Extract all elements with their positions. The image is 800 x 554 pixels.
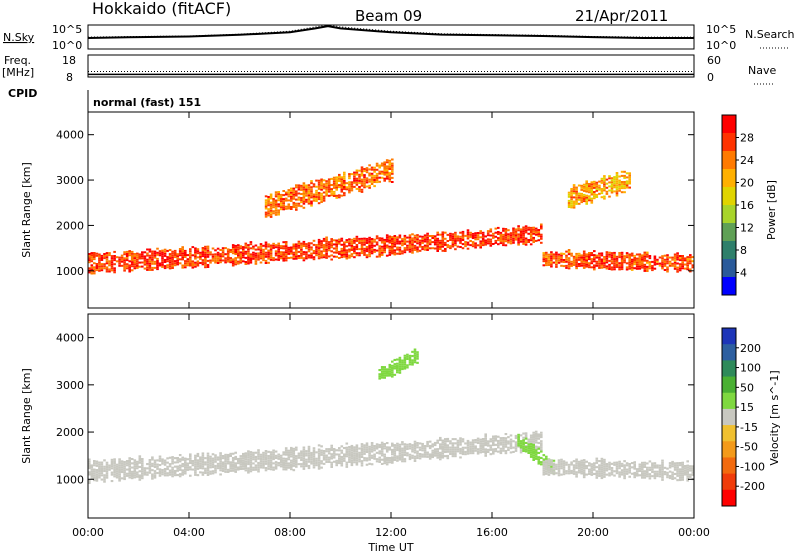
x-tick-label: 04:00 xyxy=(173,526,205,539)
colorbar-swatch xyxy=(722,223,736,242)
cpid-text: normal (fast) 151 xyxy=(93,96,201,109)
velocity-panel-bg xyxy=(88,314,694,518)
cpid-label: CPID xyxy=(8,87,37,100)
colorbar-tick-label: 8 xyxy=(740,244,747,257)
colorbar-tick-label: -100 xyxy=(740,460,765,473)
colorbar-swatch xyxy=(722,328,736,345)
heat-band-4 xyxy=(567,170,631,209)
y-tick-label: 3000 xyxy=(56,174,84,187)
colorbar-tick-label: 4 xyxy=(740,267,747,280)
nave-label: Nave xyxy=(748,64,776,77)
x-tick-label: 00:00 xyxy=(678,526,710,539)
x-tick-label: 12:00 xyxy=(375,526,407,539)
heat-band-4 xyxy=(378,348,419,380)
heat-band-1 xyxy=(391,430,543,463)
date-title: 21/Apr/2011 xyxy=(575,7,668,25)
colorbar-tick-label: 100 xyxy=(740,362,761,375)
freq-bottom-tick: 8 xyxy=(66,71,73,84)
colorbar-swatch xyxy=(722,376,736,394)
colorbar-swatch xyxy=(722,133,736,152)
colorbar-swatch xyxy=(722,360,736,378)
y-tick-label: 1000 xyxy=(56,473,84,486)
y-ticks: 1000 2000 3000 4000 1000 2000 3000 4000 xyxy=(56,129,694,486)
colorbar-tick-label: -50 xyxy=(740,441,758,454)
y-tick-label: 4000 xyxy=(56,129,84,142)
freq-top-tick: 18 xyxy=(62,54,76,67)
heat-band-3 xyxy=(542,457,695,482)
colorbar-swatch xyxy=(722,408,736,426)
nsky-label: N.Sky xyxy=(3,31,35,44)
colorbar-swatch xyxy=(722,473,736,491)
x-tick-label: 08:00 xyxy=(274,526,306,539)
y-tick-label: 2000 xyxy=(56,219,84,232)
colorbar-tick-label: 200 xyxy=(740,342,761,355)
velocity-y-axis-label: Slant Range [km] xyxy=(20,368,33,464)
nsky-line-1 xyxy=(87,24,694,38)
colorbar-swatch xyxy=(722,151,736,170)
nsky-series xyxy=(87,24,694,39)
power-heatmap xyxy=(88,158,695,275)
heat-band-1 xyxy=(391,223,543,256)
colorbar-tick-label: 20 xyxy=(740,177,754,190)
nave-bottom-tick: 0 xyxy=(707,71,714,84)
y-tick-label: 4000 xyxy=(56,332,84,345)
velocity-heatmap xyxy=(88,348,695,484)
freq-label: Freq. xyxy=(4,54,31,67)
colorbar-swatch xyxy=(722,241,736,260)
station-title: Hokkaido (fitACF) xyxy=(92,0,231,18)
colorbar-swatch xyxy=(722,441,736,458)
beam-title: Beam 09 xyxy=(355,7,422,25)
colorbar-tick-label: 50 xyxy=(740,381,754,394)
freq-unit: [MHz] xyxy=(2,66,34,79)
nsearch-label: N.Search xyxy=(745,28,795,41)
nsky-bottom-tick: 10^0 xyxy=(52,39,82,52)
colorbar-swatch xyxy=(722,425,736,442)
nsky-top-tick: 10^5 xyxy=(52,23,82,36)
nave-top-tick: 60 xyxy=(707,54,721,67)
colorbar-swatch xyxy=(722,392,736,410)
y-tick-label: 1000 xyxy=(56,265,84,278)
colorbar-swatch xyxy=(722,115,736,134)
colorbar-tick-label: -200 xyxy=(740,480,765,493)
colorbar-swatch xyxy=(722,205,736,224)
colorbar-tick-label: 28 xyxy=(740,132,754,145)
colorbar-frame xyxy=(721,327,737,507)
nsearch-top-tick: 10^5 xyxy=(706,23,736,36)
power-colorbar: 28 24 20 16 12 8 4 xyxy=(721,114,754,296)
y-tick-label: 2000 xyxy=(56,426,84,439)
colorbar-swatch xyxy=(722,457,736,475)
freq-series xyxy=(88,71,694,76)
heat-band-0 xyxy=(88,441,394,484)
x-tick-label: 16:00 xyxy=(476,526,508,539)
colorbar-swatch xyxy=(722,187,736,206)
colorbar-swatch xyxy=(722,259,736,278)
colorbar-tick-label: -15 xyxy=(740,421,758,434)
colorbar-swatch xyxy=(722,489,736,507)
y-tick-label: 3000 xyxy=(56,379,84,392)
colorbar-swatch xyxy=(722,169,736,188)
nsky-line-0 xyxy=(87,25,694,39)
power-y-axis-label: Slant Range [km] xyxy=(20,162,33,258)
x-axis-label: Time UT xyxy=(367,541,413,554)
colorbar-tick-label: 12 xyxy=(740,222,754,235)
power-panel-bg xyxy=(88,112,694,308)
x-tick-label: 20:00 xyxy=(577,526,609,539)
colorbar-tick-label: 16 xyxy=(740,199,754,212)
heat-band-0 xyxy=(88,234,394,275)
nsearch-bottom-tick: 10^0 xyxy=(706,39,736,52)
colorbar-tick-label: 15 xyxy=(740,401,754,414)
x-ticks: 00:00 04:00 08:00 12:00 16:00 20:00 00:00 xyxy=(72,112,710,539)
velocity-colorbar: 200 100 50 15 -15 -50 -100 -200 xyxy=(721,327,765,507)
power-colorbar-label: Power [dB] xyxy=(765,180,778,240)
velocity-colorbar-label: Velocity [m s^-1] xyxy=(768,370,781,465)
heat-band-3 xyxy=(264,158,394,218)
x-tick-label: 00:00 xyxy=(72,526,104,539)
colorbar-swatch xyxy=(722,344,736,361)
colorbar-tick-label: 24 xyxy=(740,154,754,167)
freq-strip-frame xyxy=(87,54,695,78)
colorbar-swatch xyxy=(722,277,736,296)
heat-band-2 xyxy=(542,249,695,273)
